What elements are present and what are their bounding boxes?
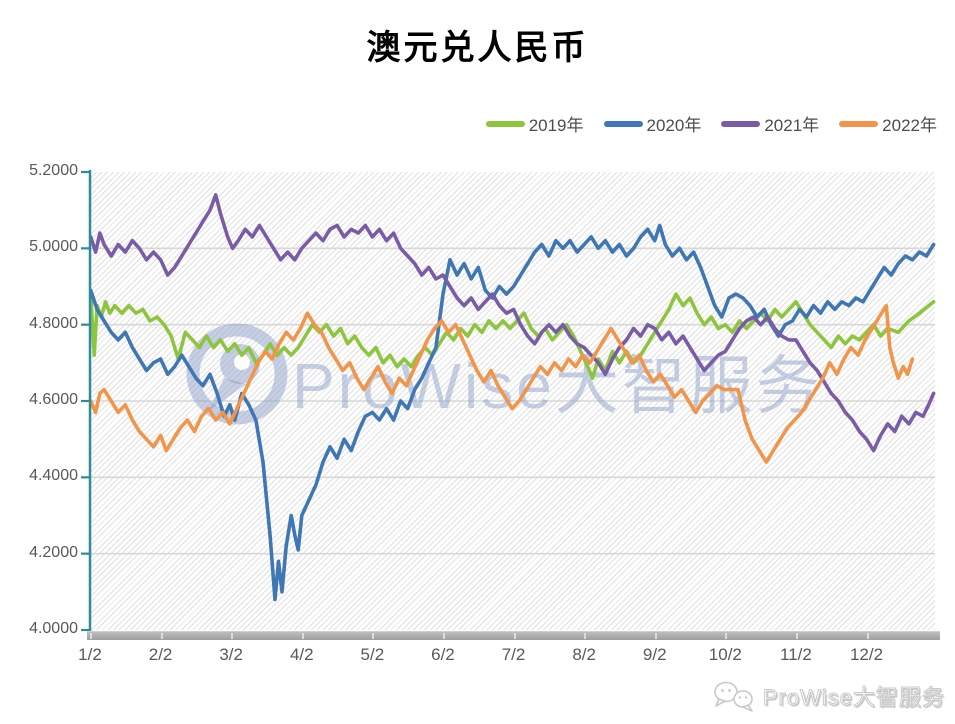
legend-item-2021: 2021年 [721,111,819,136]
x-axis-tick-notch [90,633,92,639]
watermark-pin-icon [208,378,246,412]
x-tick-label: 3/2 [219,645,243,664]
legend-swatch-2022 [839,120,879,127]
y-tick-label: 4.4000 [29,467,78,485]
series-line-2021年 [88,193,936,453]
x-axis-tick-notch [372,633,375,639]
x-tick-label: 4/2 [289,645,314,664]
x-tick-label: 6/2 [431,645,455,664]
y-tick-label: 4.2000 [29,543,78,561]
wechat-icon [714,681,753,712]
legend-label: 2021年 [764,116,820,135]
x-tick-label: 10/2 [708,645,742,664]
x-tick-label: 7/2 [501,645,526,664]
bottom-right-watermark: ProWise大智服务 [713,680,945,712]
watermark-pin-icon [234,354,250,370]
legend-item-2022: 2022年 [839,111,937,136]
legend-swatch-2021 [721,120,761,127]
x-axis-tick-notch [513,633,516,639]
legend-label: 2019年 [528,116,584,135]
legend-label: 2020年 [646,116,702,135]
y-tick-label: 4.0000 [29,620,78,637]
legend: 2019年 2020年 2021年 2022年 [485,111,937,136]
x-axis-tick-notch [231,633,234,639]
x-axis-tick-notch [160,633,163,639]
x-axis-tick-notch [442,633,445,639]
legend-label: 2022年 [882,116,937,135]
y-tick-label: 4.8000 [29,314,78,332]
chart-title: 澳元兑人民币 [366,28,589,68]
x-tick-label: 9/2 [642,645,667,664]
x-tick-label: 8/2 [572,645,596,664]
y-tick-label: 5.2000 [29,162,78,179]
x-tick-label: 2/2 [148,645,173,664]
x-axis-tick-notch [725,633,728,639]
y-tick-label: 4.6000 [29,391,78,408]
series-line-2022年 [88,303,915,464]
x-axis-tick-notch [654,633,657,639]
bottom-watermark-text: ProWise大智服务 [762,685,945,711]
legend-swatch-2020 [603,120,643,127]
x-tick-label: 1/2 [78,645,102,664]
x-tick-label: 12/2 [849,645,884,664]
x-axis-tick-notch [584,633,587,639]
legend-item-2019: 2019年 [485,111,584,136]
y-tick-label: 5.0000 [29,238,78,256]
x-axis-bar [87,631,940,640]
x-axis-tick-notch [301,633,304,639]
legend-item-2020: 2020年 [603,111,702,136]
x-tick-label: 11/2 [780,645,812,664]
x-axis-tick-notch [866,633,869,639]
series-line-2019年 [88,292,936,380]
x-axis-tick-notch [795,633,798,639]
legend-swatch-2019 [485,120,525,127]
x-tick-label: 5/2 [360,645,385,664]
